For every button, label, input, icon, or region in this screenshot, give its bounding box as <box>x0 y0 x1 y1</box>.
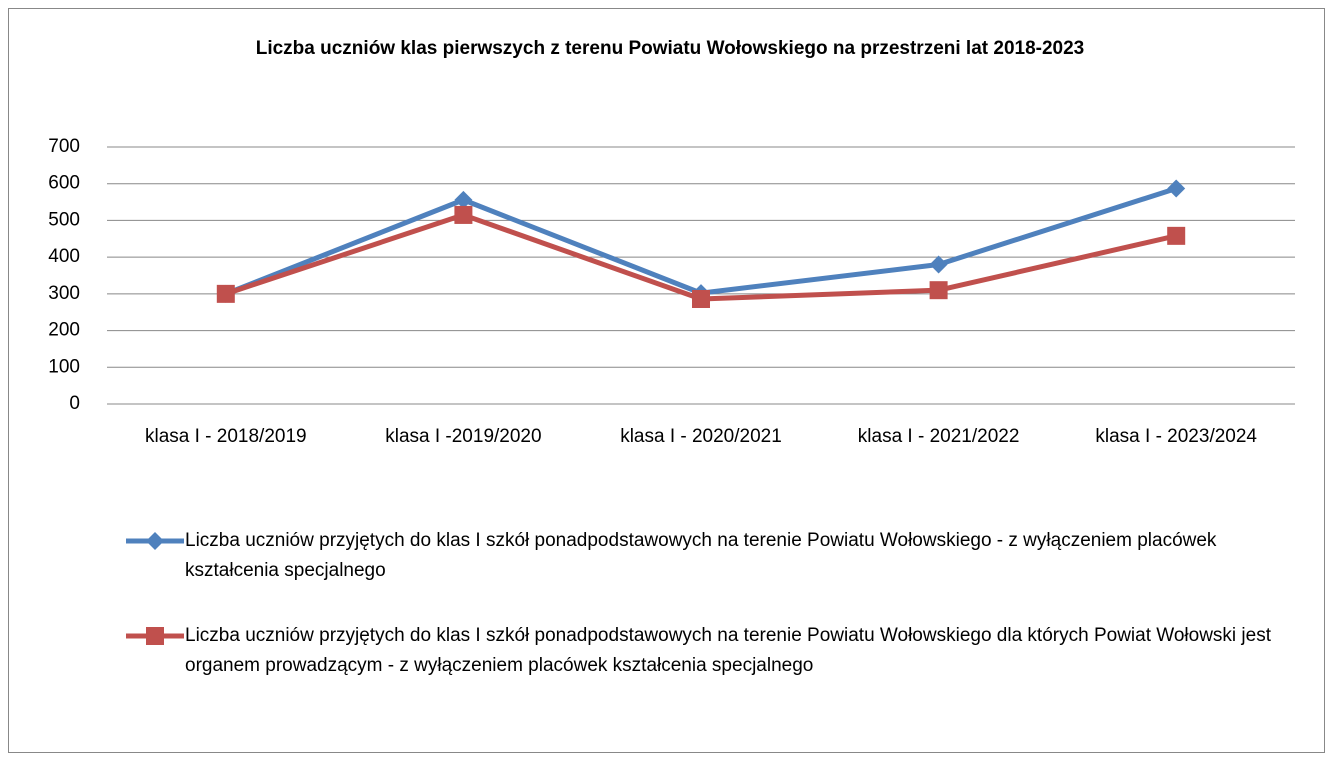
y-tick-label: 0 <box>69 393 80 414</box>
y-tick-label: 100 <box>48 356 80 377</box>
data-point <box>454 205 473 224</box>
y-tick-label: 600 <box>48 173 80 194</box>
y-tick-label: 500 <box>48 209 80 230</box>
data-point <box>929 281 948 300</box>
x-tick-label: klasa I -2019/2020 <box>385 426 541 447</box>
data-point <box>1167 226 1186 245</box>
data-point <box>454 190 473 209</box>
data-point <box>1167 179 1186 198</box>
legend-marker <box>146 532 164 550</box>
data-point <box>692 289 710 308</box>
x-tick-label: klasa I - 2020/2021 <box>620 426 782 447</box>
series-line <box>224 186 1177 297</box>
x-tick-label: klasa I - 2018/2019 <box>145 426 307 447</box>
x-tick-label: klasa I - 2023/2024 <box>1095 426 1257 447</box>
chart-title: Liczba uczniów klas pierwszych z terenu … <box>255 38 1085 59</box>
y-tick-label: 700 <box>48 136 80 157</box>
y-tick-label: 300 <box>48 283 80 304</box>
chart-border <box>8 8 1325 753</box>
y-tick-label: 400 <box>48 246 80 267</box>
legend-marker <box>146 627 164 645</box>
data-point <box>216 284 235 303</box>
data-point <box>929 255 948 274</box>
y-tick-label: 200 <box>48 320 80 341</box>
legend-label: Liczba uczniów przyjętych do klas I szkó… <box>185 625 1271 676</box>
x-tick-label: klasa I - 2021/2022 <box>858 426 1020 447</box>
legend-label: Liczba uczniów przyjętych do klas I szkó… <box>185 530 1217 581</box>
